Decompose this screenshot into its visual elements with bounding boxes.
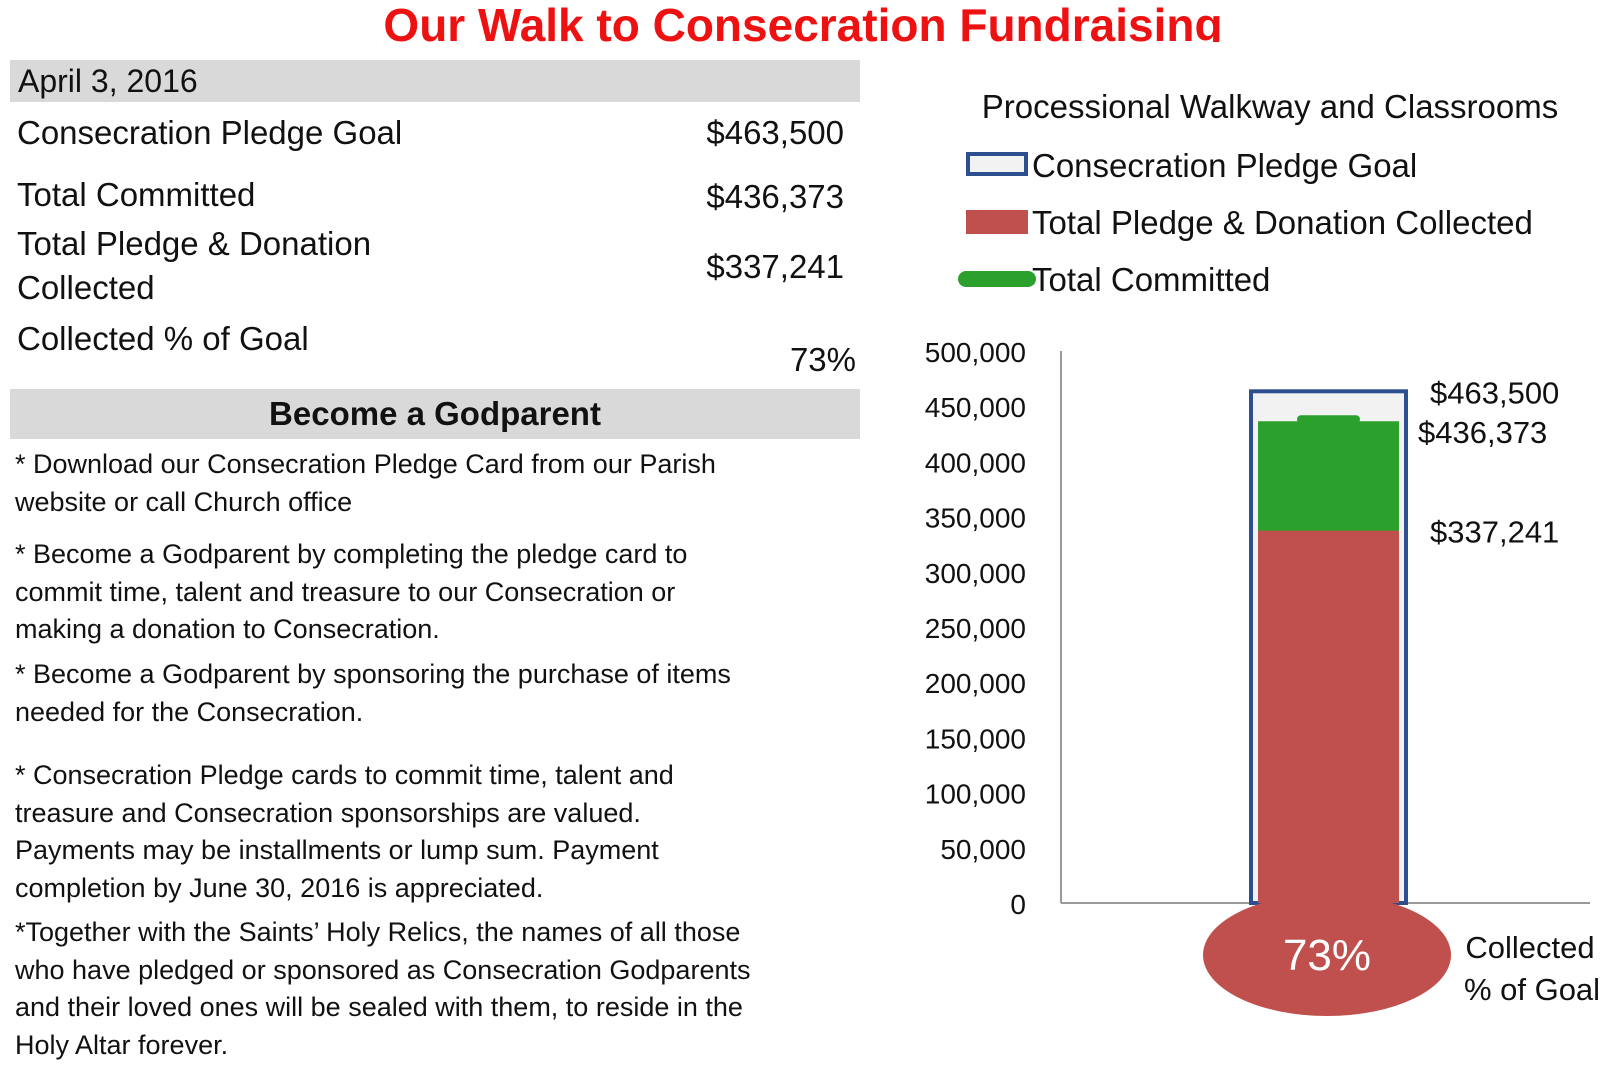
godparent-paragraph-3: * Become a Godparent by sponsoring the p… (15, 656, 860, 731)
paragraph-line: * Become a Godparent by sponsoring the p… (15, 659, 731, 689)
legend-swatch-pledge-goal (966, 152, 1028, 176)
godparent-paragraph-4: * Consecration Pledge cards to commit ti… (15, 757, 860, 907)
godparent-heading: Become a Godparent (10, 389, 860, 439)
paragraph-line: Payments may be installments or lump sum… (15, 835, 659, 865)
percent-goal-label: Collected % of Goal (17, 320, 309, 357)
y-tick-label: 450,000 (925, 392, 1026, 423)
data-label-collected: $337,241 (1430, 515, 1559, 550)
paragraph-line: who have pledged or sponsored as Consecr… (15, 954, 751, 985)
y-tick-label: 400,000 (925, 447, 1026, 478)
pledge-goal-label: Consecration Pledge Goal (17, 114, 403, 151)
paragraph-line: * Become a Godparent by completing the p… (15, 539, 688, 569)
paragraph-line: * Download our Consecration Pledge Card … (15, 449, 716, 479)
bulb-caption-line2: % of Goal (1464, 972, 1600, 1007)
date-bar: April 3, 2016 (10, 60, 860, 102)
paragraph-line: * Consecration Pledge cards to commit ti… (15, 760, 674, 790)
y-tick-label: 100,000 (925, 779, 1026, 810)
y-tick-label: 500,000 (925, 337, 1026, 368)
legend-label-committed: Total Committed (1032, 261, 1270, 298)
bulb-percent-label: 73% (1283, 931, 1371, 980)
legend-swatch-collected (966, 210, 1028, 234)
y-tick-label: 250,000 (925, 613, 1026, 644)
y-tick-label: 200,000 (925, 668, 1026, 699)
bulb-caption-line1: Collected (1465, 930, 1594, 965)
paragraph-line: making a donation to Consecration. (15, 614, 440, 644)
paragraph-line: *Together with the Saints’ Holy Relics, … (15, 917, 741, 947)
data-label-pledge-goal: $463,500 (1430, 375, 1559, 410)
paragraph-line: website or call Church office (15, 486, 353, 517)
y-tick-label: 150,000 (925, 723, 1026, 754)
collected-label-line1: Total Pledge & Donation (17, 225, 372, 262)
y-tick-label: 0 (1010, 889, 1026, 920)
total-committed-label: Total Committed (17, 176, 256, 213)
chart-title: Processional Walkway and Classrooms (982, 88, 1559, 125)
paragraph-line: needed for the Consecration. (15, 696, 364, 727)
y-tick-label: 350,000 (925, 503, 1026, 534)
paragraph-line: Holy Altar forever. (15, 1029, 229, 1060)
total-committed-value: $436,373 (706, 178, 844, 215)
godparent-paragraph-1: * Download our Consecration Pledge Card … (15, 446, 860, 521)
page-title: Our Walk to Consecration Fundraising (383, 0, 1223, 42)
percent-goal-value: 73% (789, 341, 856, 378)
y-tick-label: 50,000 (940, 834, 1026, 865)
godparent-paragraph-2: * Become a Godparent by completing the p… (15, 536, 860, 649)
paragraph-line: commit time, talent and treasure to our … (15, 576, 676, 607)
bar-total-collected (1258, 530, 1399, 903)
pledge-goal-value: $463,500 (706, 114, 844, 151)
legend-label-pledge-goal: Consecration Pledge Goal (1032, 147, 1417, 184)
paragraph-line: treasure and Consecration sponsorships a… (15, 797, 641, 828)
collected-label-line2: Collected (17, 269, 155, 306)
report-date: April 3, 2016 (18, 63, 198, 99)
paragraph-line: completion by June 30, 2016 is appreciat… (15, 872, 544, 903)
thermometer-bulb (1203, 894, 1451, 1016)
collected-value: $337,241 (706, 248, 844, 285)
godparent-paragraph-5: *Together with the Saints’ Holy Relics, … (15, 914, 860, 1064)
data-label-committed: $436,373 (1418, 415, 1547, 450)
y-tick-label: 300,000 (925, 558, 1026, 589)
paragraph-line: and their loved ones will be sealed with… (15, 992, 743, 1022)
legend-label-collected: Total Pledge & Donation Collected (1032, 204, 1533, 241)
